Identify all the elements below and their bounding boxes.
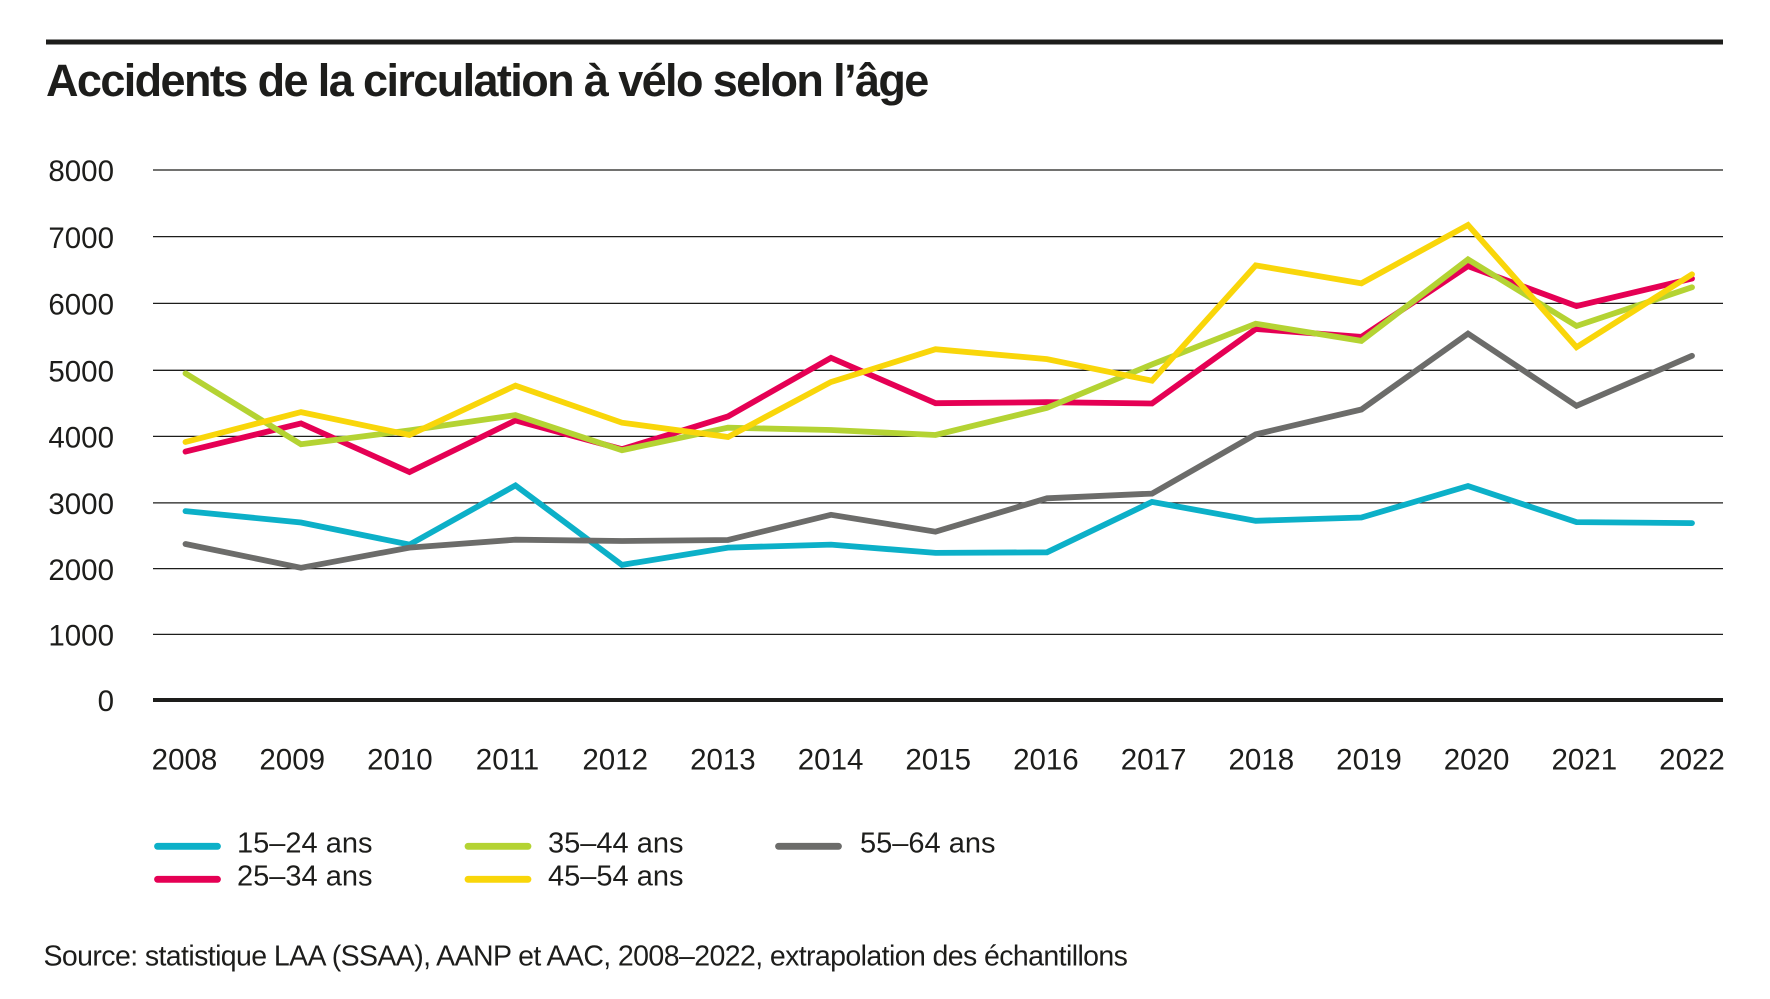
svg-text:6000: 6000 [48, 289, 114, 322]
svg-text:1000: 1000 [48, 620, 114, 653]
svg-text:2010: 2010 [367, 743, 433, 776]
svg-text:2000: 2000 [48, 554, 114, 587]
svg-text:2009: 2009 [259, 743, 325, 776]
svg-text:4000: 4000 [48, 422, 114, 455]
svg-text:0: 0 [98, 685, 114, 718]
svg-text:3000: 3000 [48, 488, 114, 521]
svg-text:2016: 2016 [1013, 743, 1079, 776]
svg-text:2011: 2011 [476, 743, 539, 776]
svg-text:2014: 2014 [798, 743, 864, 776]
svg-text:55–64 ans: 55–64 ans [860, 828, 995, 860]
svg-text:2013: 2013 [690, 743, 756, 776]
svg-text:5000: 5000 [48, 356, 114, 389]
svg-text:2020: 2020 [1444, 743, 1510, 776]
svg-text:2012: 2012 [582, 743, 648, 776]
svg-text:Source: statistique LAA (SSAA): Source: statistique LAA (SSAA), AANP et … [44, 941, 1128, 973]
svg-text:2015: 2015 [905, 743, 971, 776]
svg-text:15–24 ans: 15–24 ans [237, 828, 372, 860]
svg-text:45–54 ans: 45–54 ans [548, 861, 683, 893]
svg-text:2008: 2008 [152, 743, 218, 776]
svg-text:2019: 2019 [1336, 743, 1402, 776]
svg-text:Accidents de la circulation à: Accidents de la circulation à vélo selon… [46, 55, 928, 106]
svg-text:2022: 2022 [1659, 743, 1725, 776]
svg-text:25–34 ans: 25–34 ans [237, 861, 372, 893]
svg-text:2018: 2018 [1228, 743, 1294, 776]
svg-text:35–44 ans: 35–44 ans [548, 828, 683, 860]
svg-text:8000: 8000 [48, 155, 114, 188]
svg-text:2017: 2017 [1121, 743, 1187, 776]
svg-text:7000: 7000 [48, 222, 114, 255]
svg-text:2021: 2021 [1551, 743, 1617, 776]
